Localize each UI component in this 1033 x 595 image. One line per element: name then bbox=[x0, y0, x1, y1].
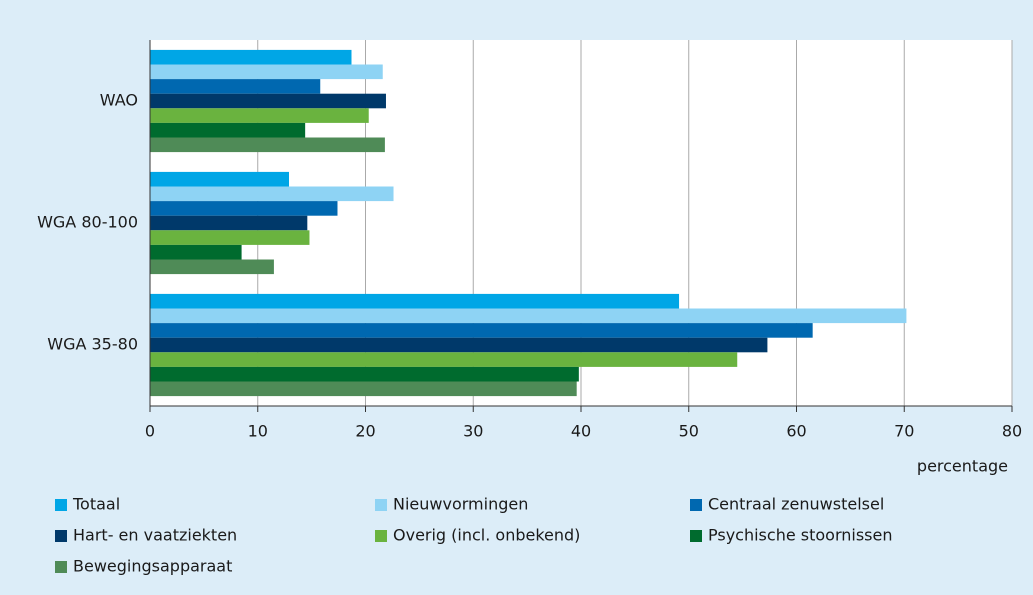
bar bbox=[150, 64, 383, 80]
bar bbox=[150, 230, 310, 245]
bar bbox=[150, 381, 577, 397]
legend-label: Overig (incl. onbekend) bbox=[393, 526, 580, 545]
x-tick-label: 30 bbox=[463, 422, 483, 441]
x-tick-label: 70 bbox=[894, 422, 914, 441]
legend-label: Hart- en vaatziekten bbox=[73, 526, 237, 545]
bar bbox=[150, 366, 579, 382]
bar bbox=[150, 259, 274, 275]
legend-label: Centraal zenuwstelsel bbox=[708, 495, 884, 514]
y-tick-label: WAO bbox=[100, 91, 138, 110]
bar bbox=[150, 186, 394, 202]
bar bbox=[150, 215, 308, 231]
legend-swatch bbox=[55, 530, 67, 542]
bar bbox=[150, 122, 306, 138]
bar bbox=[150, 108, 369, 123]
legend-label: Psychische stoornissen bbox=[708, 526, 892, 545]
bar bbox=[150, 337, 768, 353]
x-tick-label: 60 bbox=[786, 422, 806, 441]
bar bbox=[150, 323, 813, 338]
legend-swatch bbox=[690, 499, 702, 511]
bar bbox=[150, 171, 289, 187]
legend-label: Bewegingsapparaat bbox=[73, 557, 232, 576]
x-axis-label: percentage bbox=[917, 457, 1008, 476]
x-tick-label: 10 bbox=[248, 422, 268, 441]
x-tick-label: 50 bbox=[679, 422, 699, 441]
y-tick-label: WGA 35-80 bbox=[47, 335, 138, 354]
legend-swatch bbox=[690, 530, 702, 542]
bar bbox=[150, 93, 386, 109]
legend-swatch bbox=[55, 499, 67, 511]
bar bbox=[150, 201, 338, 216]
x-tick-label: 40 bbox=[571, 422, 591, 441]
x-tick-label: 20 bbox=[355, 422, 375, 441]
bar bbox=[150, 308, 907, 324]
bar bbox=[150, 293, 680, 309]
x-tick-label: 0 bbox=[145, 422, 155, 441]
bar bbox=[150, 49, 352, 65]
legend-swatch bbox=[375, 499, 387, 511]
legend-swatch bbox=[375, 530, 387, 542]
bar bbox=[150, 79, 321, 94]
x-tick-label: 80 bbox=[1002, 422, 1022, 441]
legend-label: Nieuwvormingen bbox=[393, 495, 528, 514]
bar bbox=[150, 352, 738, 367]
legend-label: Totaal bbox=[72, 495, 120, 514]
y-tick-label: WGA 80-100 bbox=[37, 213, 138, 232]
bar bbox=[150, 244, 242, 260]
bar bbox=[150, 137, 385, 153]
legend-swatch bbox=[55, 561, 67, 573]
